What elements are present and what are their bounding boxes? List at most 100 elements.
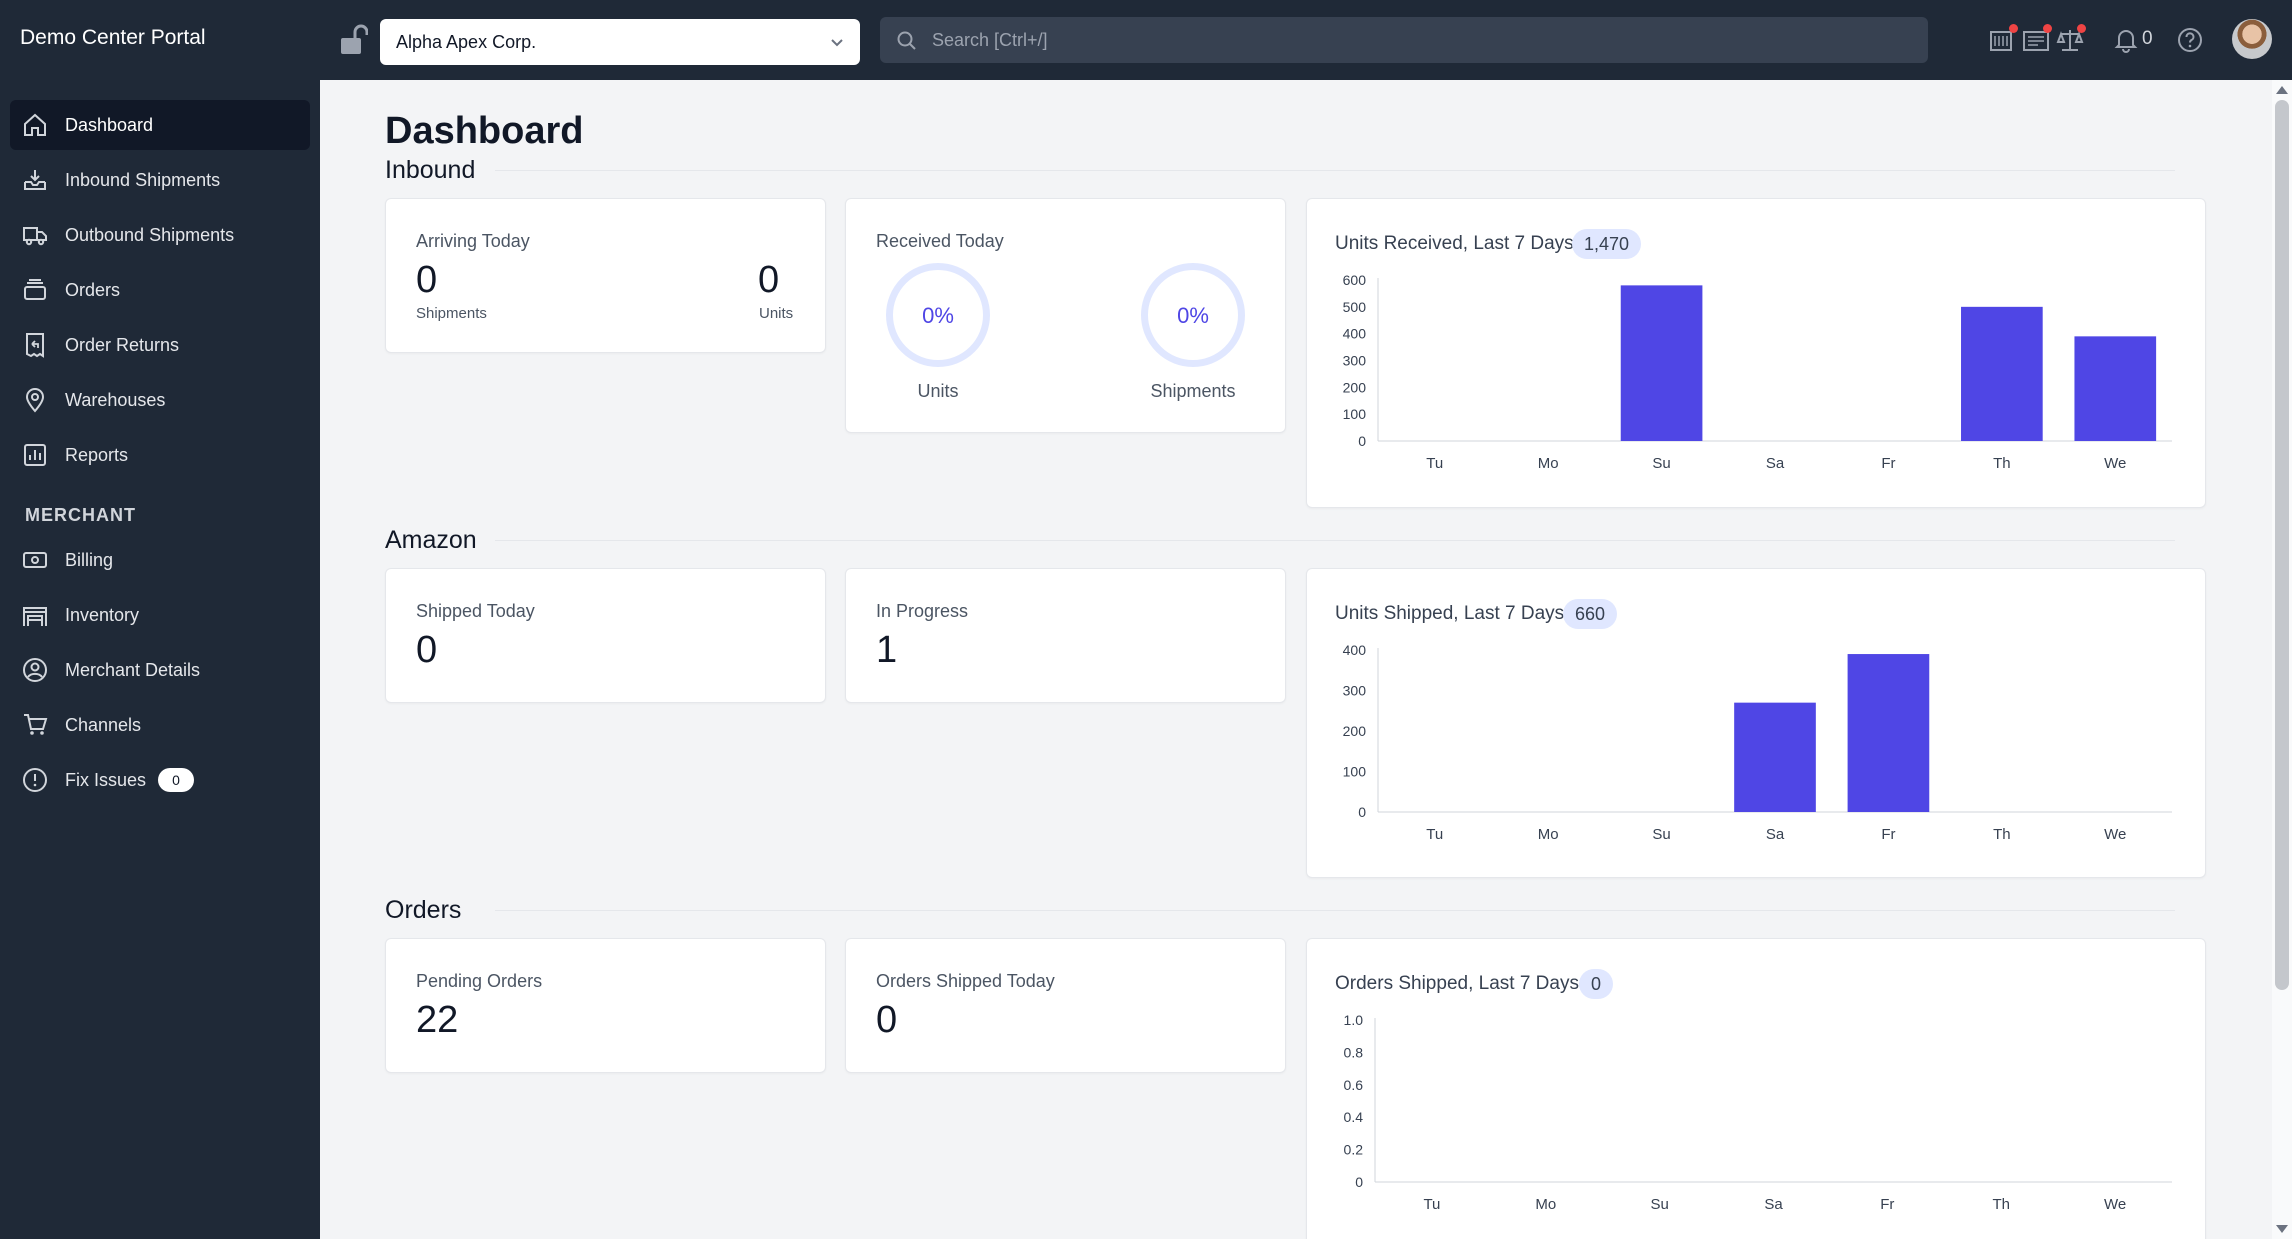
app-title: Demo Center Portal: [20, 26, 206, 49]
shipped-today-card: Shipped Today 0: [385, 568, 826, 703]
x-tick-label: Tu: [1426, 455, 1443, 472]
money-icon: [23, 552, 47, 568]
shipped-today-value: 0: [416, 629, 438, 671]
y-tick-label: 0.6: [1344, 1077, 1364, 1093]
in-progress-value: 1: [876, 629, 898, 671]
x-tick-label: Th: [1993, 455, 2011, 472]
units-shipped-chart-title: Units Shipped, Last 7 Days: [1335, 603, 1565, 624]
user-circle-icon: [23, 658, 47, 682]
x-tick-label: We: [2104, 1196, 2126, 1213]
units-shipped-chart: 0 100 200 300 400 Tu Mo Su Sa Fr Th We: [1343, 642, 2172, 843]
top-bar: Demo Center Portal Alpha Apex Corp. Sear…: [0, 0, 2292, 80]
stack-icon: [24, 279, 46, 300]
scale-icon[interactable]: [2056, 24, 2086, 54]
bar-we: [2074, 336, 2157, 441]
sidebar-section-merchant: MERCHANT: [25, 505, 136, 525]
y-tick-label: 100: [1343, 406, 1367, 422]
sidebar-item-label: Reports: [65, 445, 129, 465]
warehouse-icon: [23, 607, 47, 626]
fix-issues-badge: 0: [158, 768, 194, 792]
bell-icon[interactable]: [2112, 26, 2140, 54]
sidebar-item-inbound-shipments[interactable]: Inbound Shipments: [10, 155, 310, 205]
sidebar-item-warehouses[interactable]: Warehouses: [10, 375, 310, 425]
received-today-card: Received Today 0% Units 0% Shipments: [845, 198, 1286, 433]
sidebar-item-outbound-shipments[interactable]: Outbound Shipments: [10, 210, 310, 260]
bar-chart-icon: [24, 444, 46, 466]
x-tick-label: Fr: [1881, 455, 1895, 472]
y-tick-label: 0.2: [1344, 1142, 1364, 1158]
sidebar-item-dashboard[interactable]: Dashboard: [10, 100, 310, 150]
page-title: Dashboard: [385, 110, 584, 152]
sidebar-item-label: Warehouses: [65, 390, 166, 410]
organization-select[interactable]: Alpha Apex Corp.: [380, 19, 860, 65]
x-tick-label: Mo: [1538, 826, 1559, 843]
y-tick-label: 0.8: [1344, 1044, 1364, 1060]
y-tick-label: 1.0: [1344, 1012, 1364, 1028]
section-divider: [495, 540, 2175, 541]
alert-dot: [2043, 24, 2052, 33]
orders-shipped-total: 0: [1579, 969, 1614, 999]
bar-th: [1961, 306, 2043, 441]
barcode-scan-icon[interactable]: [1988, 24, 2018, 54]
x-tick-label: Sa: [1764, 1196, 1783, 1213]
section-divider: [495, 170, 2175, 171]
scrollbar-thumb[interactable]: [2275, 100, 2289, 990]
sidebar-item-label: Fix Issues: [65, 770, 147, 790]
sidebar-item-label: Channels: [65, 715, 142, 735]
inbox-download-icon: [24, 170, 46, 190]
sidebar: Dashboard Inbound Shipments Outbound Shi…: [0, 80, 320, 1239]
sidebar-item-merchant-details[interactable]: Merchant Details: [10, 645, 310, 695]
x-tick-label: Mo: [1538, 455, 1559, 472]
orders-shipped-today-card: Orders Shipped Today 0: [845, 938, 1286, 1073]
page-scrollbar[interactable]: [2272, 80, 2292, 1239]
x-tick-label: We: [2104, 455, 2126, 472]
alert-circle-icon: [23, 768, 47, 792]
sidebar-item-orders[interactable]: Orders: [10, 265, 310, 315]
shipments-progress-ring: 0%: [1141, 263, 1245, 367]
scroll-up-arrow[interactable]: [2276, 86, 2288, 94]
shipments-ring-label: Shipments: [1150, 381, 1236, 401]
units-ring-label: Units: [917, 381, 959, 401]
sidebar-item-reports[interactable]: Reports: [10, 430, 310, 480]
search-input[interactable]: Search [Ctrl+/]: [880, 17, 1928, 63]
section-divider: [495, 910, 2175, 911]
user-avatar[interactable]: [2232, 19, 2272, 59]
units-percent: 0%: [922, 303, 954, 328]
y-tick-label: 0: [1358, 433, 1366, 449]
y-tick-label: 500: [1343, 299, 1367, 315]
map-pin-icon: [25, 388, 45, 413]
x-tick-label: We: [2104, 826, 2126, 843]
chevron-down-icon: [831, 39, 843, 47]
sidebar-item-billing[interactable]: Billing: [10, 535, 310, 585]
sidebar-item-inventory[interactable]: Inventory: [10, 590, 310, 640]
orders-shipped-today-value: 0: [876, 999, 898, 1041]
x-tick-label: Tu: [1426, 826, 1443, 843]
y-tick-label: 300: [1343, 683, 1367, 699]
sidebar-item-label: Orders: [65, 280, 121, 300]
x-tick-label: Mo: [1535, 1196, 1556, 1213]
in-progress-card: In Progress 1: [845, 568, 1286, 703]
sidebar-item-order-returns[interactable]: Order Returns: [10, 320, 310, 370]
sidebar-item-channels[interactable]: Channels: [10, 700, 310, 750]
received-today-label: Received Today: [876, 231, 1004, 251]
alert-dot: [2077, 24, 2086, 33]
x-tick-label: Fr: [1880, 1196, 1894, 1213]
orders-shipped-today-label: Orders Shipped Today: [876, 971, 1055, 991]
bar-fr: [1847, 654, 1930, 812]
y-tick-label: 100: [1343, 764, 1367, 780]
x-tick-label: Th: [1993, 826, 2011, 843]
sidebar-item-fix-issues[interactable]: Fix Issues 0: [10, 755, 310, 805]
sidebar-item-label: Dashboard: [65, 115, 154, 135]
help-icon[interactable]: [2176, 26, 2204, 54]
truck-icon: [23, 227, 47, 246]
arriving-today-label: Arriving Today: [416, 231, 530, 251]
scroll-down-arrow[interactable]: [2276, 1225, 2288, 1233]
home-icon: [24, 113, 46, 136]
units-received-chart-card: [1306, 198, 2206, 508]
unlock-icon[interactable]: [338, 24, 368, 56]
label-print-icon[interactable]: [2022, 24, 2052, 54]
arriving-shipments-label: Shipments: [416, 305, 487, 322]
x-tick-label: Su: [1650, 1196, 1668, 1213]
y-tick-label: 0: [1355, 1174, 1363, 1190]
orders-shipped-chart-card: [1306, 938, 2206, 1239]
